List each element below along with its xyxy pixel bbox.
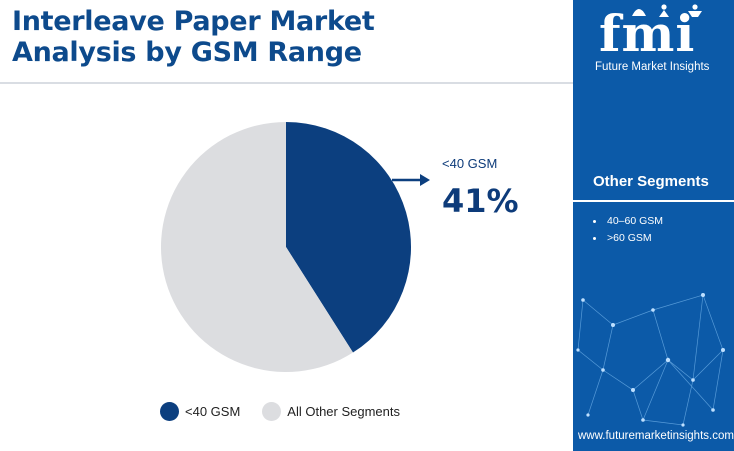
fmi-logo: fmi Future Market Insights — [595, 4, 725, 74]
callout-value: 41% — [442, 182, 519, 220]
legend-label-lt40: <40 GSM — [185, 404, 241, 419]
pie-chart — [161, 122, 430, 372]
website-url[interactable]: www.futuremarketinsights.com — [578, 430, 734, 442]
legend-label-other: All Other Segments — [287, 404, 400, 419]
logo-subtitle: Future Market Insights — [595, 61, 710, 73]
legend-swatch-lt40 — [160, 402, 179, 421]
callout-arrow — [392, 174, 430, 186]
other-segments-divider — [573, 200, 734, 202]
logo-ornament-icon — [632, 9, 646, 16]
legend-item-other: All Other Segments — [262, 402, 400, 421]
title-line-1: Interleave Paper Market — [12, 6, 375, 37]
logo-figure-icon — [688, 4, 702, 17]
pie-slices — [161, 122, 412, 372]
callout-label: <40 GSM — [442, 156, 498, 171]
title-line-2: Analysis by GSM Range — [12, 37, 362, 68]
other-segment-item: 40–60 GSM — [593, 213, 663, 230]
brand-sidebar: fmi Future Market Insights Other Segment… — [573, 0, 734, 451]
legend-item-lt40: <40 GSM — [160, 402, 240, 421]
pie-slice-lt40-gsm — [286, 122, 412, 353]
pie-slice-all-other-segments — [161, 122, 353, 372]
bullet-icon — [593, 237, 596, 240]
chart-legend: <40 GSM All Other Segments — [160, 402, 422, 421]
title-divider — [0, 82, 573, 84]
other-segment-label: >60 GSM — [607, 232, 652, 244]
legend-swatch-other — [262, 402, 282, 421]
page-title: Interleave Paper Market Analysis by GSM … — [12, 6, 532, 68]
other-segment-label: 40–60 GSM — [607, 215, 664, 227]
logo-person-icon — [659, 4, 669, 17]
other-segments-title: Other Segments — [593, 173, 709, 190]
bullet-icon — [593, 220, 596, 223]
network-pattern — [576, 293, 725, 427]
other-segments-list: 40–60 GSM >60 GSM — [593, 213, 663, 247]
other-segment-item: >60 GSM — [593, 230, 663, 247]
logo-letters: fmi — [599, 4, 696, 63]
